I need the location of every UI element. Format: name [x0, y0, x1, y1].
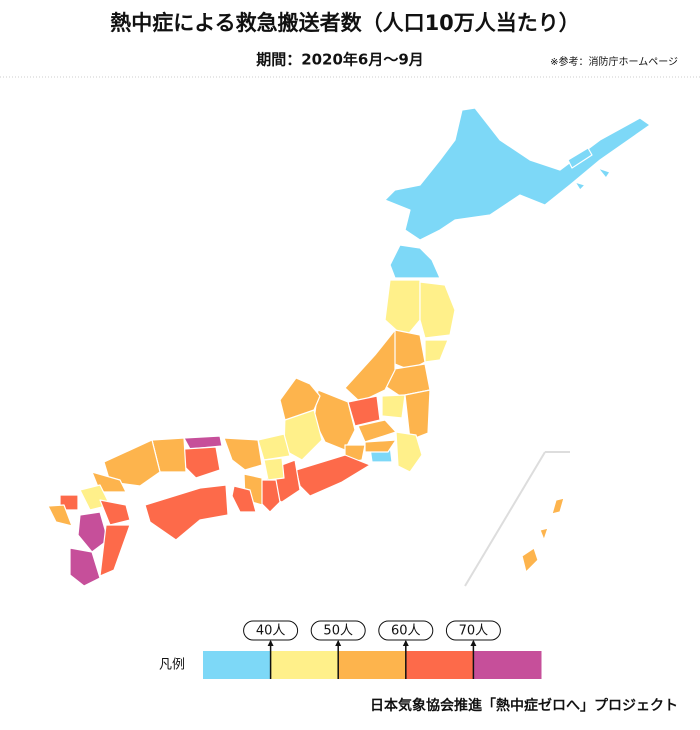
prefecture [344, 329, 396, 403]
legend-label-box [310, 620, 366, 641]
prefecture [539, 527, 549, 541]
prefecture [551, 497, 565, 515]
legend-label: 50人 [323, 624, 353, 639]
legend-swatch [270, 651, 339, 679]
source: ※参考：消防庁ホームページ [550, 55, 678, 68]
prefecture [99, 524, 131, 577]
prefecture [567, 147, 593, 169]
prefecture [347, 395, 381, 427]
legend-label: 60人 [391, 624, 421, 639]
prefecture [183, 435, 223, 450]
legend-arrow [402, 640, 409, 646]
legend: 40人 50人 60人 70人 [203, 620, 542, 679]
period: 期間：2020年6月〜9月 [256, 51, 424, 69]
prefecture [223, 437, 263, 471]
prefecture [69, 547, 101, 587]
legend-arrow [335, 640, 342, 646]
prefecture [99, 499, 131, 526]
prefecture [384, 107, 651, 241]
prefecture [384, 279, 421, 339]
prefecture [574, 181, 586, 191]
prefecture [183, 446, 221, 479]
legend-label-box [378, 620, 434, 641]
prefecture [395, 431, 423, 473]
prefecture [231, 485, 257, 513]
prefecture [364, 439, 397, 453]
prefecture [381, 394, 406, 419]
prefecture [279, 377, 321, 421]
prefecture [521, 547, 539, 573]
prefecture [404, 389, 431, 441]
prefecture [424, 339, 449, 363]
prefecture [597, 167, 611, 179]
title: 熱中症による救急搬送者数（人口10万人当たり） [110, 11, 580, 35]
prefecture [257, 433, 291, 461]
legend-arrow [470, 640, 477, 646]
prefecture [295, 454, 371, 497]
legend-swatch [473, 651, 542, 679]
legend-label-box [445, 620, 501, 641]
legend-arrow [267, 640, 274, 646]
legend-label: 凡例 [159, 658, 185, 673]
prefecture [419, 281, 456, 339]
legend-label: 40人 [256, 624, 286, 639]
prefecture [77, 511, 109, 553]
legend-swatch [203, 651, 272, 679]
map [47, 107, 651, 587]
legend-swatch [405, 651, 474, 679]
legend-swatch [338, 651, 407, 679]
prefecture [389, 244, 441, 279]
legend-label: 70人 [459, 624, 489, 639]
prefecture [263, 457, 285, 481]
legend-label-box [243, 620, 299, 641]
prefecture [144, 484, 229, 541]
prefecture [47, 504, 73, 527]
footer: 日本気象協会推進「熱中症ゼロへ」プロジェクト [370, 697, 678, 714]
